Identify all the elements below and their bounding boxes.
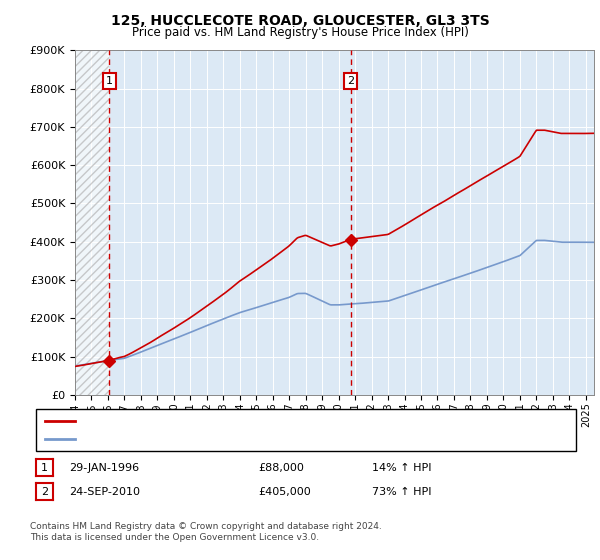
Text: 125, HUCCLECOTE ROAD, GLOUCESTER, GL3 3TS: 125, HUCCLECOTE ROAD, GLOUCESTER, GL3 3T… [110, 14, 490, 28]
Text: £405,000: £405,000 [258, 487, 311, 497]
Text: 1: 1 [106, 76, 113, 86]
Text: 24-SEP-2010: 24-SEP-2010 [70, 487, 140, 497]
Text: 125, HUCCLECOTE ROAD, GLOUCESTER,  GL3 3TS (detached house): 125, HUCCLECOTE ROAD, GLOUCESTER, GL3 3T… [79, 416, 434, 426]
Text: This data is licensed under the Open Government Licence v3.0.: This data is licensed under the Open Gov… [30, 533, 319, 542]
Text: 1: 1 [41, 463, 48, 473]
Text: £88,000: £88,000 [258, 463, 304, 473]
Bar [75, 50, 109, 395]
Text: 2: 2 [41, 487, 48, 497]
Text: HPI: Average price, detached house, Gloucester: HPI: Average price, detached house, Glou… [79, 434, 329, 444]
Text: 29-JAN-1996: 29-JAN-1996 [70, 463, 140, 473]
Text: 73% ↑ HPI: 73% ↑ HPI [372, 487, 431, 497]
Text: Price paid vs. HM Land Registry's House Price Index (HPI): Price paid vs. HM Land Registry's House … [131, 26, 469, 39]
Text: Contains HM Land Registry data © Crown copyright and database right 2024.: Contains HM Land Registry data © Crown c… [30, 522, 382, 531]
Text: 14% ↑ HPI: 14% ↑ HPI [372, 463, 431, 473]
Text: 2: 2 [347, 76, 354, 86]
